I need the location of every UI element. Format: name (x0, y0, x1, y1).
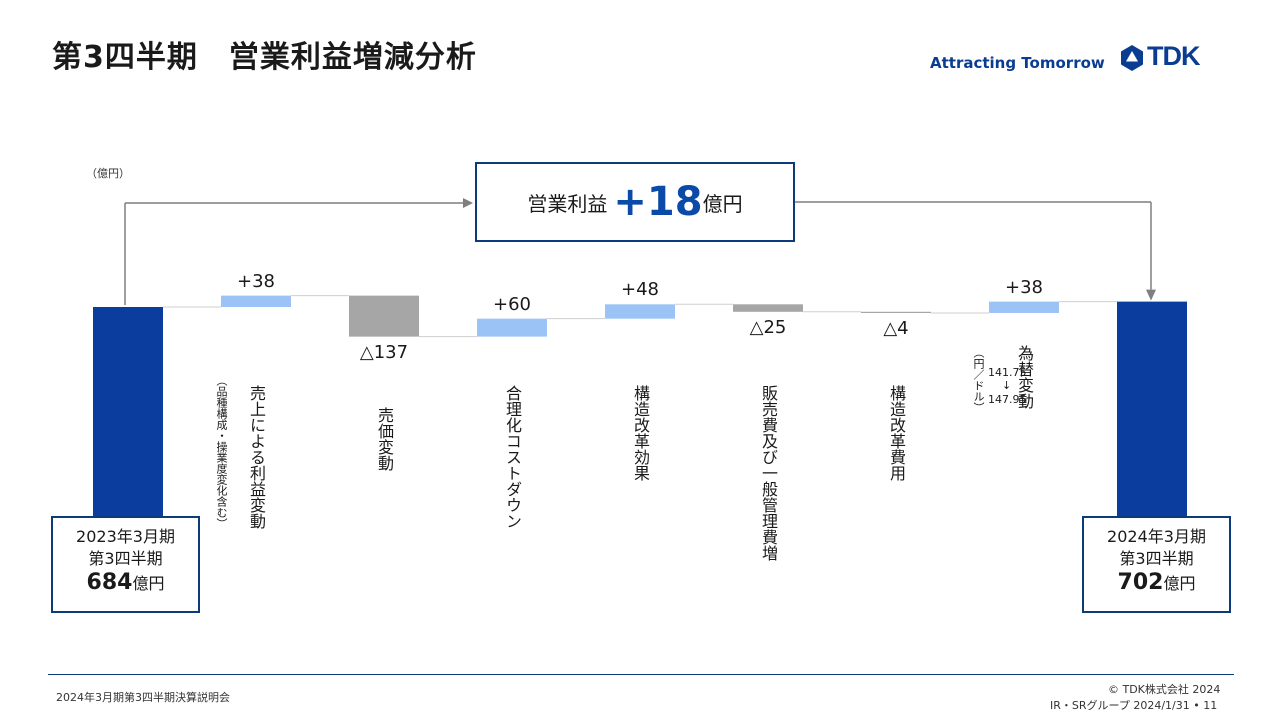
end-value: 702 (1117, 570, 1164, 595)
unit-label: （億円） (86, 167, 130, 180)
bars (93, 295, 1187, 520)
step-bar (989, 301, 1059, 313)
fx-rate-to: 147.95 (988, 393, 1027, 406)
step-value-label: △137 (359, 341, 409, 363)
arrow-right-head-icon (463, 198, 473, 208)
total-change-prefix: 営業利益 (527, 191, 608, 216)
end-period: 2024年3月期 (1107, 527, 1206, 546)
total-change-arrows (124, 198, 1156, 305)
start-unit: 億円 (132, 574, 165, 593)
step-value-label: +38 (237, 270, 275, 292)
category-note: （品種構成・操業度変化含む） (215, 375, 228, 529)
step-value-label: △4 (883, 317, 909, 339)
end-unit: 億円 (1163, 574, 1196, 593)
step-value-label: +60 (493, 293, 531, 315)
step-bar (605, 304, 675, 319)
page-title: 第3四半期 営業利益増減分析 (52, 40, 477, 75)
category-label: 売価変動 (375, 406, 394, 471)
end-total-bar (1117, 301, 1187, 520)
fx-arrow-icon: ↓ (1002, 379, 1012, 392)
category-label: 合理化コストダウン (503, 385, 522, 529)
start-total-bar (93, 307, 163, 520)
step-bar (733, 304, 803, 312)
footer-event: 2024年3月期第3四半期決算説明会 (56, 691, 230, 704)
start-value: 684 (86, 570, 133, 595)
start-period: 2023年3月期 (76, 527, 175, 546)
start-summary-box: 2023年3月期 第3四半期 684億円 (51, 516, 200, 613)
fx-rate-from: 141.75 (988, 366, 1027, 379)
category-label: 売上による利益変動 (247, 385, 266, 529)
step-bar (477, 318, 547, 337)
step-value-label: +48 (621, 279, 659, 301)
tdk-logo-text: TDK (1147, 41, 1200, 71)
connector-lines (163, 295, 1117, 338)
category-note: （円／ドル） (972, 347, 985, 413)
step-bar (349, 295, 419, 337)
end-summary-box: 2024年3月期 第3四半期 702億円 (1082, 516, 1231, 613)
total-change-suffix: 億円 (702, 191, 743, 216)
footer-page-info: IR・SRグループ 2024/1/31 • 11 (1050, 699, 1218, 712)
start-quarter: 第3四半期 (88, 549, 163, 568)
step-value-label: △25 (749, 316, 787, 338)
category-label: 構造改革効果 (631, 385, 650, 481)
tdk-logo-icon (1121, 45, 1143, 71)
footer-copyright: © TDK株式会社 2024 (1108, 683, 1221, 696)
arrow-down-head-icon (1146, 289, 1156, 301)
total-change-box: 営業利益 +18 億円 (475, 162, 795, 242)
step-value-label: +38 (1005, 276, 1043, 298)
category-label: 構造改革費用 (887, 385, 906, 481)
footer-divider (48, 674, 1234, 675)
total-change-value: +18 (613, 179, 703, 225)
end-quarter: 第3四半期 (1119, 549, 1194, 568)
step-bar (221, 295, 291, 307)
step-bar (861, 311, 931, 313)
category-label: 為替変動 (1015, 345, 1034, 409)
tagline: Attracting Tomorrow (930, 54, 1105, 72)
category-label: 販売費及び一般管理費増 (759, 385, 778, 561)
